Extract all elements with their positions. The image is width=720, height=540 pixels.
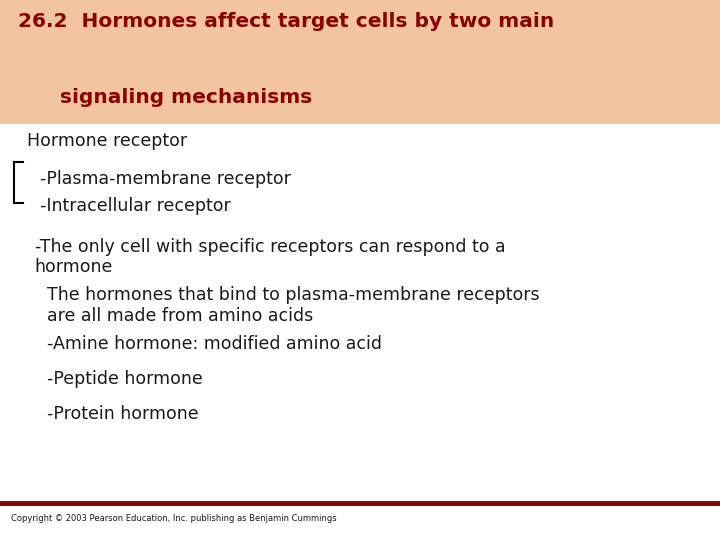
- Text: The hormones that bind to plasma-membrane receptors
are all made from amino acid: The hormones that bind to plasma-membran…: [47, 286, 539, 325]
- Text: -Amine hormone: modified amino acid: -Amine hormone: modified amino acid: [47, 335, 382, 353]
- Text: 26.2  Hormones affect target cells by two main: 26.2 Hormones affect target cells by two…: [18, 12, 554, 31]
- Text: -Plasma-membrane receptor: -Plasma-membrane receptor: [40, 170, 290, 188]
- Text: -Intracellular receptor: -Intracellular receptor: [40, 197, 230, 215]
- Bar: [0, 0, 720, 124]
- Text: -The only cell with specific receptors can respond to a
hormone: -The only cell with specific receptors c…: [35, 238, 505, 276]
- Text: signaling mechanisms: signaling mechanisms: [18, 87, 312, 107]
- Text: Copyright © 2003 Pearson Education, Inc. publishing as Benjamin Cummings: Copyright © 2003 Pearson Education, Inc.…: [11, 514, 336, 523]
- Text: -Peptide hormone: -Peptide hormone: [47, 370, 202, 388]
- Text: Hormone receptor: Hormone receptor: [27, 132, 187, 150]
- Text: -Protein hormone: -Protein hormone: [47, 405, 199, 423]
